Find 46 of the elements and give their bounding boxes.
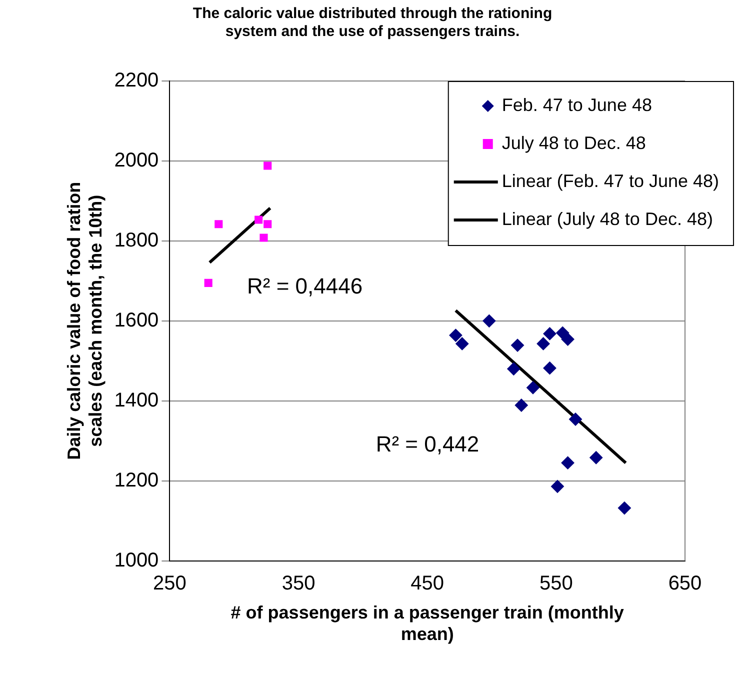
- legend-label: July 48 to Dec. 48: [502, 132, 646, 153]
- point: [526, 381, 540, 394]
- point: [507, 362, 520, 376]
- annotation: R² = 0,442: [376, 432, 480, 457]
- point: [561, 332, 574, 346]
- x-tick-label: 350: [282, 572, 316, 594]
- annotation: R² = 0,4446: [246, 273, 363, 298]
- y-tick-label: 1600: [114, 309, 159, 332]
- text: The caloric value distributed through the rationing: [192, 5, 552, 22]
- point: [254, 216, 263, 224]
- y-tick-label: 1800: [114, 229, 159, 252]
- y-tick-label: 1200: [114, 469, 159, 492]
- x-tick-label: 650: [668, 572, 702, 594]
- text: system and the use of passengers trains.: [225, 23, 520, 40]
- point: [568, 412, 582, 426]
- point: [264, 220, 272, 228]
- point: [204, 278, 212, 287]
- y-tick-label: 2000: [114, 149, 159, 172]
- point: [456, 337, 469, 350]
- point: [514, 398, 528, 412]
- text: Daily caloric value of food ration: [64, 182, 84, 460]
- point: [561, 456, 574, 470]
- legend-label: Linear (Feb. 47 to June 48): [502, 170, 720, 191]
- point: [590, 451, 603, 464]
- point: [264, 162, 272, 170]
- legend-label: Feb. 47 to June 48: [502, 94, 652, 115]
- point: [511, 338, 524, 352]
- text: scales (each month, the 10th): [85, 194, 106, 447]
- point: [536, 337, 550, 350]
- x-tick-label: 250: [153, 572, 186, 594]
- text: mean): [400, 624, 454, 644]
- x-tick-label: 450: [410, 572, 444, 594]
- point: [260, 234, 268, 242]
- point: [543, 327, 556, 340]
- legend-label: Linear (July 48 to Dec. 48): [502, 208, 713, 229]
- x-tick-label: 550: [539, 572, 573, 594]
- point: [449, 328, 462, 342]
- point: [618, 502, 631, 515]
- point: [543, 362, 556, 375]
- point: [214, 220, 223, 228]
- y-tick-label: 1000: [114, 549, 159, 572]
- point: [482, 314, 496, 328]
- text: # of passengers in a passenger train (monthly: [230, 602, 624, 623]
- y-tick-label: 2200: [114, 70, 159, 92]
- point: [550, 480, 564, 493]
- y-tick-label: 1400: [114, 389, 159, 412]
